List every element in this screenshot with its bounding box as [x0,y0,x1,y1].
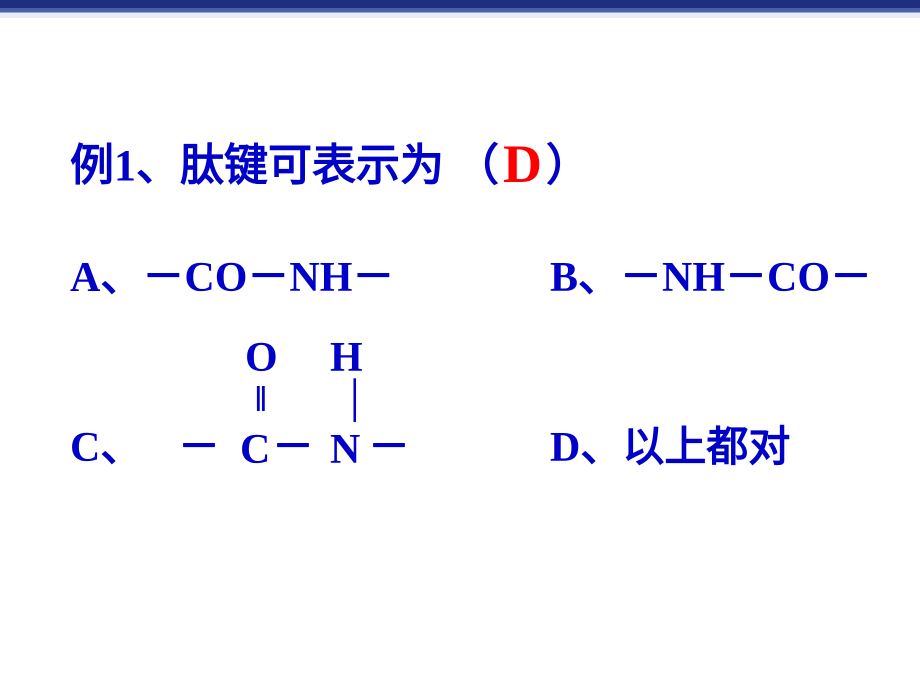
option-a-p3: NH [289,255,352,301]
option-c-carbon: C [240,426,270,474]
slide-top-border [0,0,920,18]
answer-letter: D [503,132,542,197]
option-c: C、 － O ‖ C － H │ N － [70,334,550,474]
option-b-p4: － [830,255,872,301]
option-a-p0: － [142,255,184,301]
option-c-single-bond: │ [342,378,368,420]
option-a-p1: CO [184,255,247,301]
option-b-p1: NH [662,255,725,301]
option-c-nitrogen: N [330,426,360,474]
option-a-label: A、 [70,255,142,301]
option-a-p4: － [352,255,394,301]
question-suffix: ） [546,141,590,190]
options-row-1: A、－CO－NH－ B、－NH－CO－ [70,243,880,304]
option-c-label: C、 [70,413,142,474]
slide-content: 例1、肽键可表示为 （D） A、－CO－NH－ B、－NH－CO－ C、 － O… [70,130,880,474]
option-a: A、－CO－NH－ [70,243,550,304]
option-c-oxygen: O [245,334,278,382]
option-c-double-bond: ‖ [255,378,267,420]
option-c-dash3: － [368,413,410,474]
option-c-hydrogen: H [330,334,363,382]
option-d-text: 以上都对 [622,425,790,471]
option-c-dash2: － [272,413,314,474]
option-a-p2: － [247,255,289,301]
option-b-p3: CO [767,255,830,301]
option-b-p0: － [620,255,662,301]
option-d: D、以上都对 [550,413,790,474]
question-line: 例1、肽键可表示为 （D） [70,130,880,195]
question-prefix: 例1、肽键可表示为 （ [70,141,499,190]
option-b-label: B、 [550,255,620,301]
options-row-2: C、 － O ‖ C － H │ N － D、以上都对 [70,334,880,474]
option-b: B、－NH－CO－ [550,243,872,304]
option-d-label: D、 [550,425,622,471]
option-b-p2: － [725,255,767,301]
option-c-dash1: － [178,413,220,474]
